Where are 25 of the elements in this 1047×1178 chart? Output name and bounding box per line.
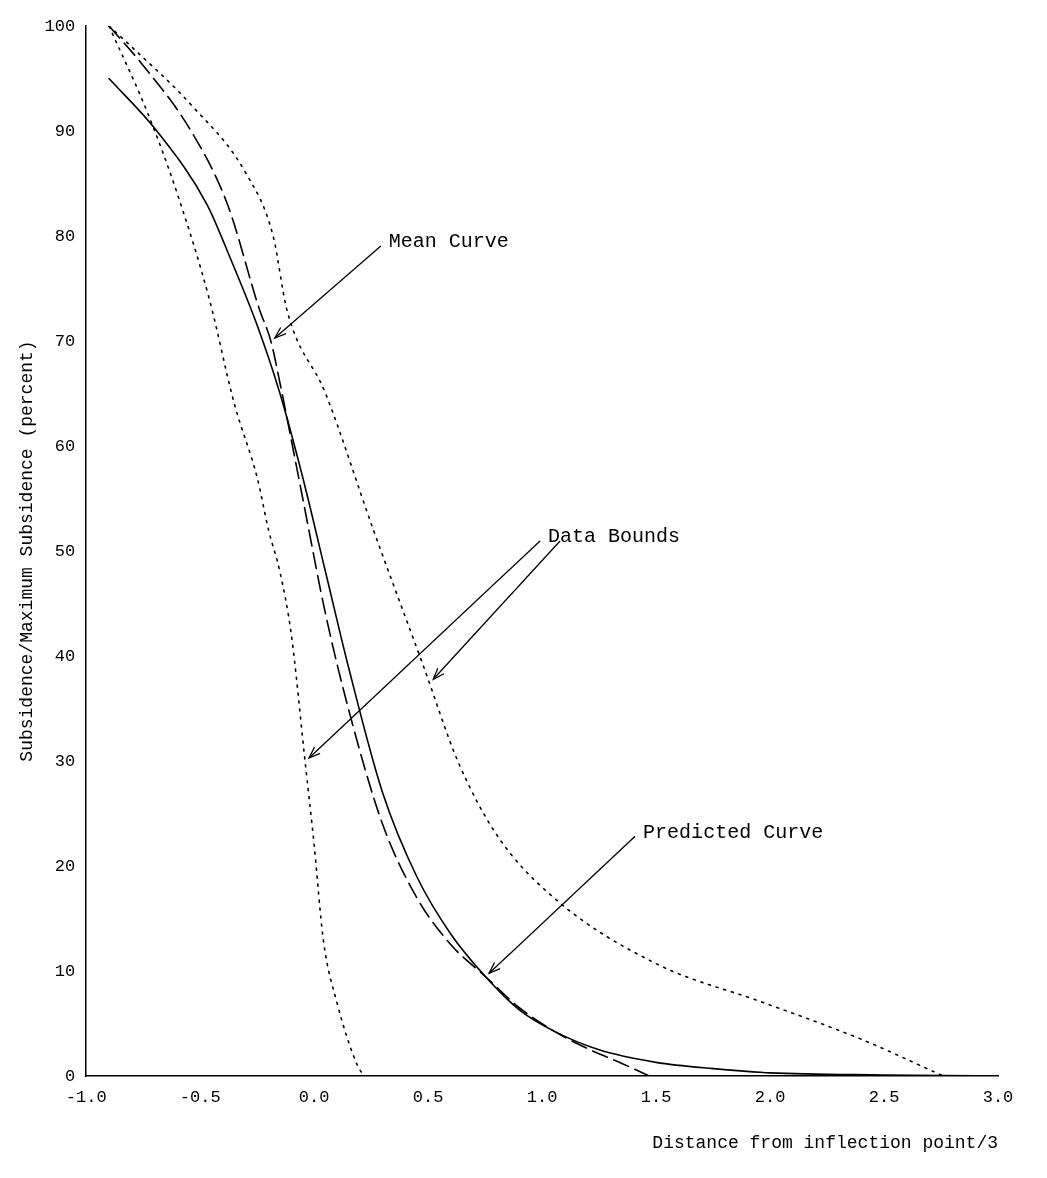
y-tick-label: 70 [54,331,76,351]
y-tick-label: 30 [54,751,76,771]
y-tick-label: 20 [54,856,76,876]
annotation: Predicted Curve [643,820,824,844]
annotation: Mean Curve [388,230,509,254]
y-tick-label: 40 [54,646,76,666]
x-tick-label: 0.5 [412,1087,444,1107]
y-tick-label: 50 [54,541,76,561]
x-tick-label: 2.5 [868,1087,900,1107]
y-axis-title: Subsidence/Maximum Subsidence (percent) [16,340,37,762]
x-tick-label: -1.0 [65,1087,107,1107]
x-tick-label: -0.5 [179,1087,221,1107]
annotation: Data Bounds [548,525,681,549]
y-tick-label: 0 [65,1066,76,1086]
y-tick-label: 90 [54,121,76,141]
x-tick-label: 2.0 [754,1087,786,1107]
x-tick-label: 1.5 [640,1087,672,1107]
x-axis-title: Distance from inflection point/3 [652,1132,998,1153]
x-tick-label: 0.0 [298,1087,330,1107]
y-tick-label: 80 [54,226,76,246]
x-tick-label: 1.0 [526,1087,558,1107]
y-tick-label: 60 [54,436,76,456]
x-tick-label: 3.0 [982,1087,1014,1107]
y-tick-label: 10 [54,961,76,981]
y-tick-label: 100 [44,16,76,36]
